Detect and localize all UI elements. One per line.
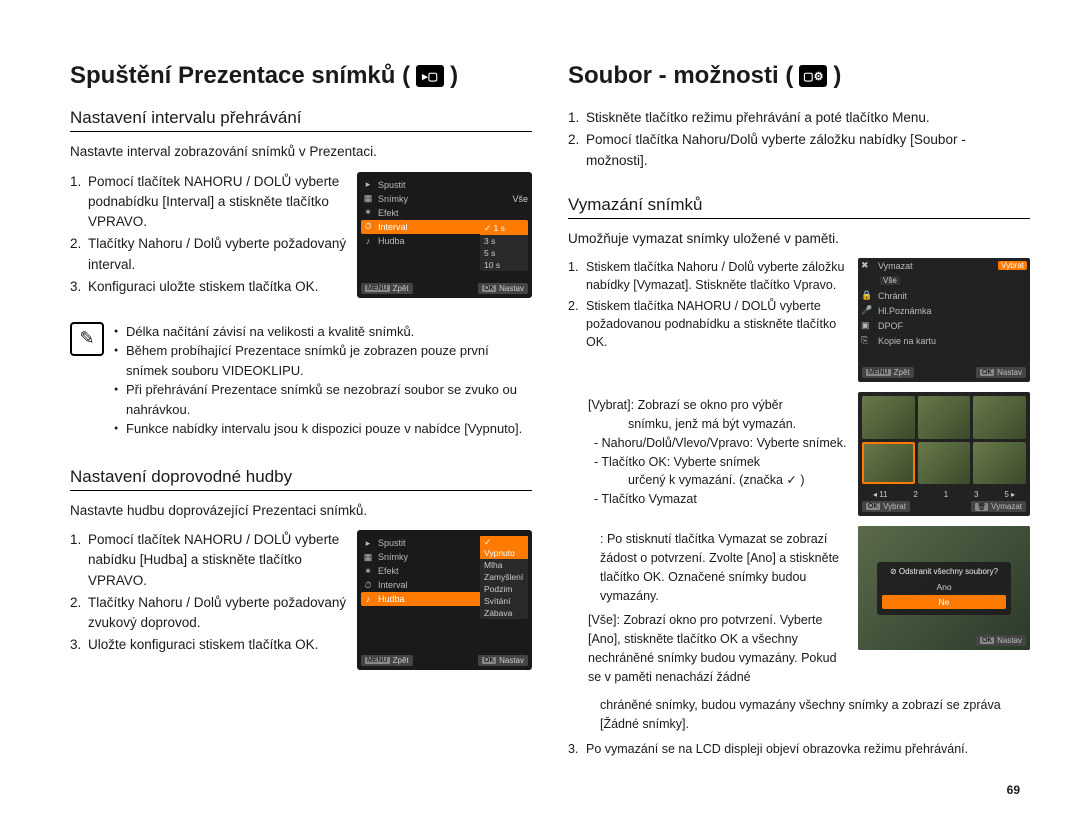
note-item: Funkce nabídky intervalu jsou k dispozic… xyxy=(114,419,532,439)
list-item: Tlačítky Nahoru / Dolů vyberte požadovan… xyxy=(70,593,532,634)
screenshot-confirm-dialog: ⊘ Odstranit všechny soubory? Ano Ne OKNa… xyxy=(858,526,1030,650)
list-item: Pomocí tlačítek NAHORU / DOLŮ vyberte po… xyxy=(70,172,532,233)
list-item: Stiskněte tlačítko režimu přehrávání a p… xyxy=(568,108,1030,128)
left-title: Spuštění Prezentace snímků ( ▸▢ ) xyxy=(70,62,532,90)
step3-list: Po vymazání se na LCD displeji objeví ob… xyxy=(568,740,1030,758)
music-steps: Pomocí tlačítek NAHORU / DOLŮ vyberte na… xyxy=(70,530,532,656)
delete-intro: Umožňuje vymazat snímky uložené v paměti… xyxy=(568,229,1030,249)
slideshow-icon: ▸▢ xyxy=(416,65,444,87)
left-title-text: Spuštění Prezentace snímků ( xyxy=(70,62,410,90)
list-item: Stiskem tlačítka NAHORU / DOLŮ vyberte p… xyxy=(568,297,1030,351)
list-item: Stiskem tlačítka Nahoru / Dolů vyberte z… xyxy=(568,258,1030,294)
list-item: Pomocí tlačítek NAHORU / DOLŮ vyberte na… xyxy=(70,530,532,591)
list-item: Tlačítky Nahoru / Dolů vyberte požadovan… xyxy=(70,234,532,275)
list-item: Pomocí tlačítka Nahoru/Dolů vyberte zálo… xyxy=(568,130,1030,171)
note-box: ✎ Délka načítání závisí na velikosti a k… xyxy=(70,322,532,439)
note-icon: ✎ xyxy=(70,322,104,356)
list-item: Uložte konfiguraci stiskem tlačítka OK. xyxy=(70,635,532,655)
note-item: Délka načítání závisí na velikosti a kva… xyxy=(114,322,532,342)
heading-delete: Vymazání snímků xyxy=(568,195,1030,219)
interval-intro: Nastavte interval zobrazování snímků v P… xyxy=(70,142,532,162)
right-title-text: Soubor - možnosti ( xyxy=(568,62,793,90)
heading-interval: Nastavení intervalu přehrávání xyxy=(70,108,532,132)
note-item: Při přehrávání Prezentace snímků se nezo… xyxy=(114,380,532,419)
list-item: Po vymazání se na LCD displeji objeví ob… xyxy=(568,740,1030,758)
right-title: Soubor - možnosti ( ▢⚙ ) xyxy=(568,62,1030,90)
screenshot-thumbnail-grid: ◂ 11 2 1 3 5 ▸ OKVybrat 🗑Vymazat xyxy=(858,392,1030,516)
left-title-close: ) xyxy=(450,62,458,90)
file-options-icon: ▢⚙ xyxy=(799,65,827,87)
page-number: 69 xyxy=(1007,783,1020,797)
interval-steps: Pomocí tlačítek NAHORU / DOLŮ vyberte po… xyxy=(70,172,532,298)
vse-cont: chráněné snímky, budou vymazány všechny … xyxy=(600,696,1030,734)
right-title-close: ) xyxy=(833,62,841,90)
list-item: Konfiguraci uložte stiskem tlačítka OK. xyxy=(70,277,532,297)
music-intro: Nastavte hudbu doprovázející Prezentaci … xyxy=(70,501,532,521)
right-intro-steps: Stiskněte tlačítko režimu přehrávání a p… xyxy=(568,108,1030,171)
delete-steps: Stiskem tlačítka Nahoru / Dolů vyberte z… xyxy=(568,258,1030,351)
heading-music: Nastavení doprovodné hudby xyxy=(70,467,532,491)
note-item: Během probíhající Prezentace snímků je z… xyxy=(114,341,532,380)
